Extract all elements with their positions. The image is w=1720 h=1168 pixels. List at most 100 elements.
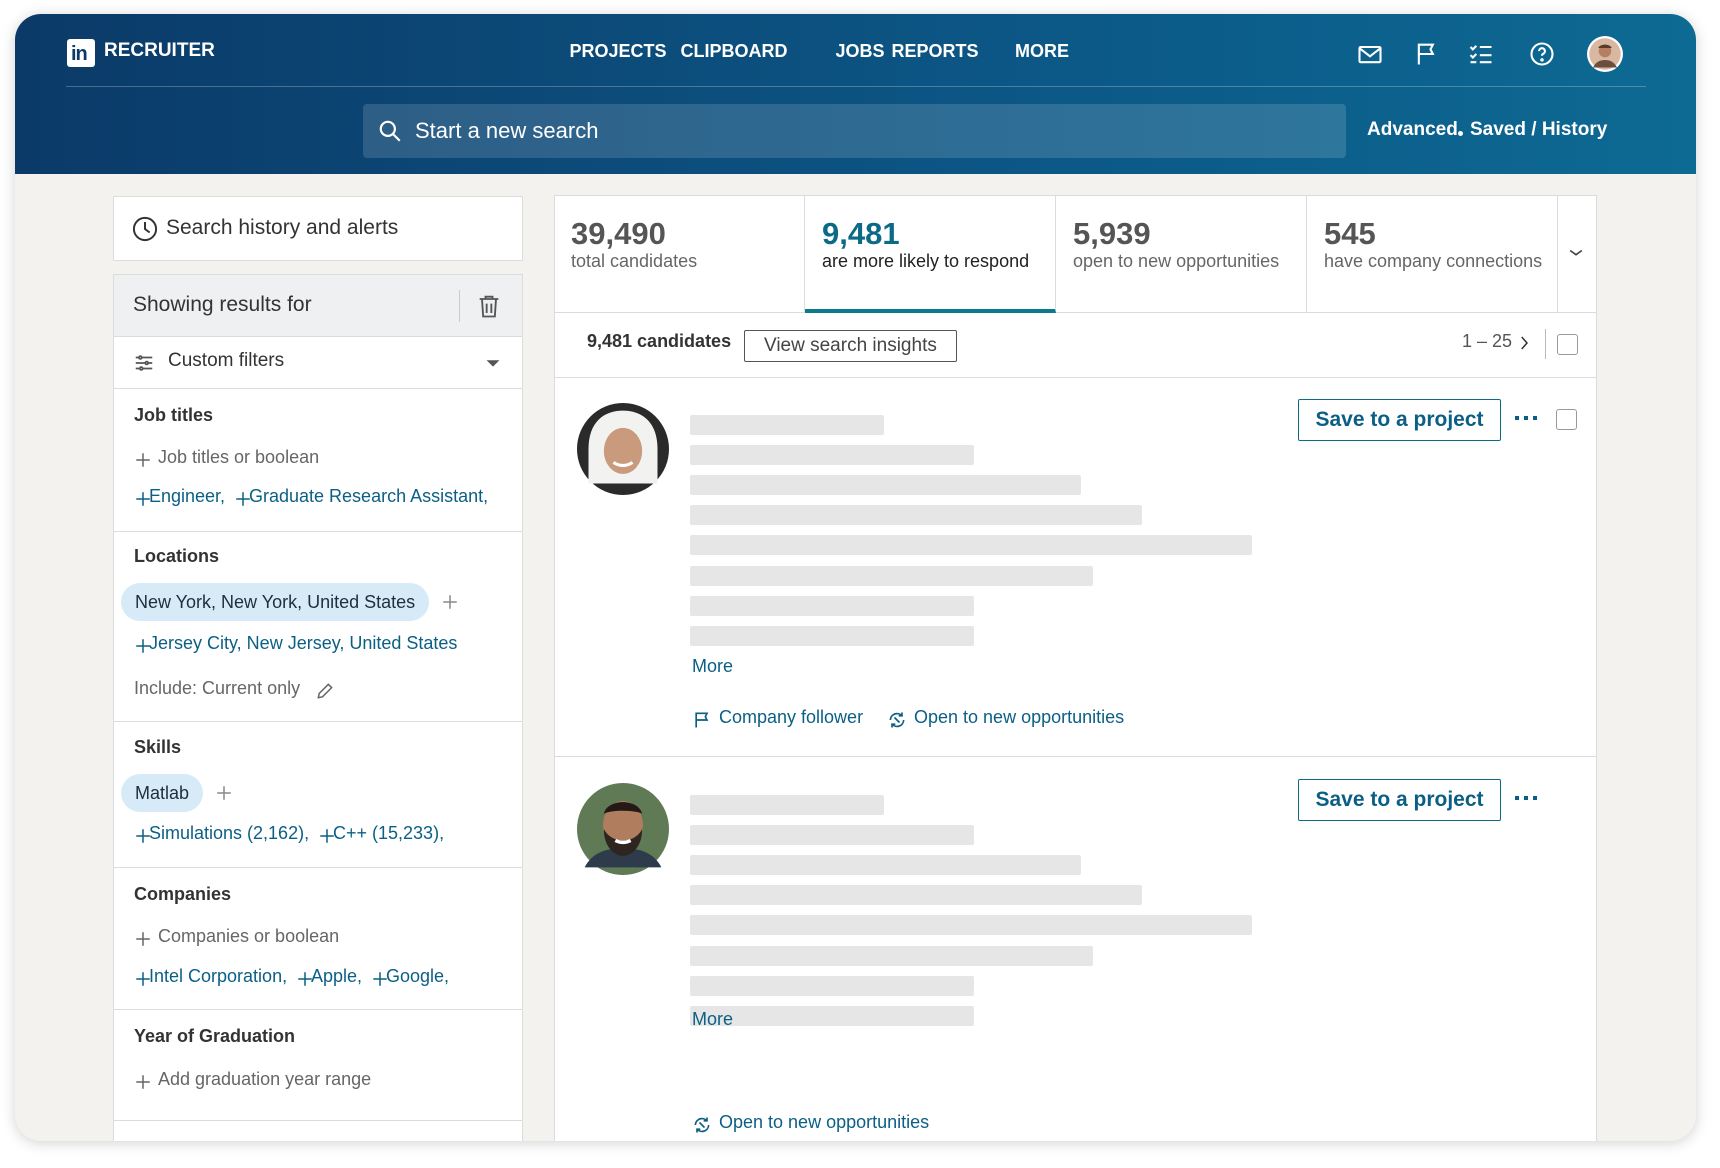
flag-icon: [695, 712, 709, 728]
more-actions[interactable]: [1512, 786, 1540, 810]
plus-icon: [136, 453, 150, 467]
plus-icon: [136, 639, 150, 653]
search-placeholder: Start a new search: [415, 118, 599, 143]
section-title: Locations: [134, 546, 220, 566]
more-actions[interactable]: [1512, 406, 1540, 430]
insights-button[interactable]: View search insights: [744, 330, 957, 362]
profile-avatar[interactable]: [1587, 36, 1623, 72]
selected-chip[interactable]: Matlab: [121, 774, 204, 812]
selected-chip[interactable]: New York, New York, United States: [121, 583, 430, 621]
search-icon: [379, 120, 401, 142]
plus-icon: [136, 932, 150, 946]
suggestion[interactable]: Graduate Research Assistant,: [249, 486, 489, 506]
badge[interactable]: Company follower: [719, 707, 864, 727]
suggestion[interactable]: Apple,: [311, 966, 363, 986]
suggestion[interactable]: C++ (15,233),: [333, 823, 445, 843]
stat-label: have company connections: [1324, 251, 1543, 271]
skeleton-line: [690, 795, 884, 815]
header: [15, 14, 1696, 174]
skeleton-line: [690, 625, 974, 646]
more-link[interactable]: More: [692, 656, 734, 676]
result-divider: [555, 756, 1596, 757]
stat-tab[interactable]: [554, 195, 805, 313]
vsep: [1545, 329, 1546, 359]
include-text[interactable]: Include: Current only: [134, 678, 301, 698]
suggestion[interactable]: Engineer,: [149, 486, 226, 506]
stat-value: 5,939: [1073, 216, 1151, 251]
plus-icon: [136, 829, 150, 843]
open-icon: [889, 712, 905, 728]
badge[interactable]: Open to new opportunities: [914, 707, 1125, 727]
stat-label: total candidates: [571, 251, 698, 271]
history-box[interactable]: [113, 196, 523, 261]
stat-label: open to new opportunities: [1073, 251, 1280, 271]
section-divider: [114, 1009, 522, 1010]
header-icon[interactable]: [1467, 40, 1495, 68]
header-icon[interactable]: [1356, 40, 1384, 68]
separator-dot: [1458, 131, 1463, 136]
skeleton-line: [690, 475, 1081, 496]
nav-item[interactable]: MORE: [1015, 41, 1069, 61]
skeleton-line: [690, 1005, 974, 1026]
stat-tab[interactable]: [1307, 195, 1558, 313]
advanced-link[interactable]: Advanced: [1367, 119, 1458, 140]
header-icon[interactable]: [1528, 40, 1556, 68]
checkbox[interactable]: [1556, 409, 1577, 430]
open-icon: [694, 1117, 710, 1133]
toolbar-divider: [555, 377, 1596, 378]
nav-item[interactable]: CLIPBOARD: [680, 41, 788, 61]
skeleton-line: [690, 825, 974, 846]
stat-tab-end: [1558, 312, 1596, 313]
stat-tab[interactable]: [1056, 195, 1307, 313]
skeleton-line: [690, 975, 974, 996]
skeleton-line: [690, 445, 974, 466]
plus-icon: [298, 972, 312, 986]
header-icon[interactable]: [1413, 40, 1441, 68]
caret-icon[interactable]: [482, 352, 504, 374]
logo-mark: in: [71, 43, 88, 65]
history-text[interactable]: Search history and alerts: [166, 216, 399, 239]
placeholder[interactable]: Companies or boolean: [158, 926, 340, 946]
clock-icon: [132, 216, 158, 242]
suggestion[interactable]: Jersey City, New Jersey, United States: [149, 633, 458, 653]
candidate-photo[interactable]: [577, 783, 669, 875]
suggestion[interactable]: Intel Corporation,: [149, 966, 288, 986]
plus-icon: [443, 595, 457, 609]
section-divider: [114, 721, 522, 722]
save-button[interactable]: Save to a project: [1298, 399, 1501, 441]
placeholder[interactable]: Job titles or boolean: [158, 447, 320, 467]
plus-icon: [136, 972, 150, 986]
skeleton-line: [690, 885, 1142, 906]
section-divider: [114, 531, 522, 532]
saved-history-link[interactable]: Saved / History: [1470, 119, 1608, 140]
plus-icon: [136, 492, 150, 506]
stat-value: 9,481: [822, 216, 900, 251]
nav-item[interactable]: PROJECTS: [569, 41, 667, 61]
section-divider: [114, 867, 522, 868]
showing-header: [114, 275, 522, 337]
trash-icon[interactable]: [475, 292, 503, 320]
badge[interactable]: Open to new opportunities: [719, 1112, 930, 1132]
filters-panel: [113, 274, 523, 1141]
vsep: [459, 290, 460, 322]
placeholder[interactable]: Add graduation year range: [158, 1069, 372, 1089]
nav-item[interactable]: JOBS: [835, 41, 885, 61]
checkbox[interactable]: [1557, 334, 1578, 355]
stat-tab[interactable]: [805, 195, 1056, 313]
suggestion[interactable]: Simulations (2,162),: [149, 823, 310, 843]
skeleton-line: [690, 565, 1093, 586]
next-icon[interactable]: [1515, 334, 1533, 352]
plus-icon: [320, 829, 334, 843]
edit-icon[interactable]: [315, 681, 335, 701]
candidate-photo[interactable]: [577, 403, 669, 495]
more-link[interactable]: More: [692, 1009, 734, 1030]
search-bar[interactable]: [363, 104, 1346, 158]
chevron-icon[interactable]: [1566, 243, 1586, 263]
save-button[interactable]: Save to a project: [1298, 779, 1501, 821]
custom-filters[interactable]: Custom filters: [168, 350, 285, 371]
nav-item[interactable]: REPORTS: [891, 41, 979, 61]
divider: [66, 86, 1646, 87]
filters-icon: [135, 355, 153, 371]
suggestion[interactable]: Google,: [386, 966, 450, 986]
